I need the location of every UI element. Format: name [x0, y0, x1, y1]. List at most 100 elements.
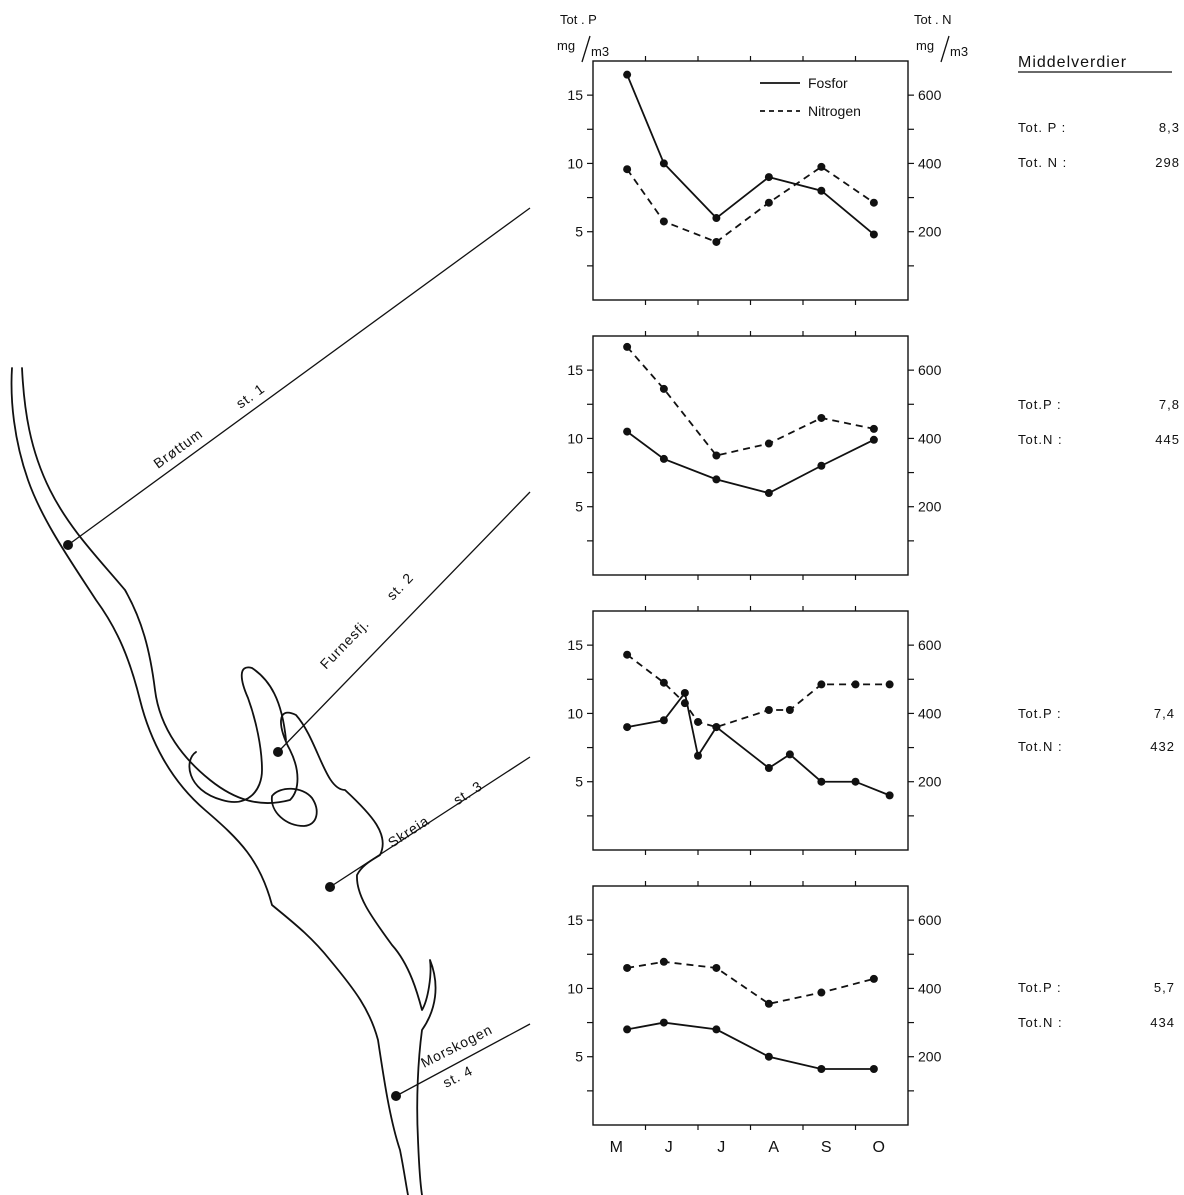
chart-panel-st4: 5 10 15 200 400 600 M J J A S O — [567, 881, 942, 1156]
month-label: S — [821, 1139, 832, 1156]
mean-n-value-st4: 434 — [1150, 1015, 1175, 1030]
fosfor-point — [659, 159, 668, 168]
right-tick-label: 400 — [918, 980, 942, 996]
mean-p-value-st4: 5,7 — [1154, 980, 1175, 995]
left-axis-unit-slash — [581, 35, 591, 63]
station-dot-st3 — [325, 882, 335, 892]
station-dot-st2 — [273, 747, 283, 757]
month-label: M — [610, 1139, 623, 1156]
station-name-st3: Skreia — [385, 812, 432, 850]
right-tick-label: 600 — [918, 912, 942, 928]
fosfor-point — [694, 751, 702, 760]
fosfor-point — [623, 70, 632, 79]
right-tick-label: 400 — [918, 155, 942, 171]
fosfor-point — [851, 777, 860, 786]
left-tick-label: 5 — [575, 774, 583, 790]
lake-east-shore — [21, 367, 437, 1195]
mean-n-label-st4: Tot.N : — [1018, 1015, 1063, 1030]
station-code-st3: st. 3 — [450, 777, 485, 808]
right-tick-label: 200 — [918, 499, 942, 515]
fosfor-point — [764, 764, 773, 773]
nitrogen-series-line — [626, 960, 875, 1005]
station-dot-st1 — [63, 540, 73, 550]
fosfor-point — [817, 1065, 826, 1074]
nitrogen-point — [764, 439, 773, 448]
nitrogen-point — [817, 988, 826, 997]
right-tick-label: 200 — [918, 774, 942, 790]
station-code-st1: st. 1 — [233, 380, 268, 411]
leader-line-st1 — [67, 207, 531, 546]
nitrogen-point — [785, 706, 794, 715]
fosfor-series-line — [626, 1021, 874, 1070]
chart-panels: 5 10 15 200 400 600 5 10 15 200 400 600 5 10 15 200 400 6… — [567, 56, 942, 1156]
leader-line-st4 — [395, 1023, 531, 1097]
right-axis-unit-slash — [940, 35, 950, 63]
right-axis-title: Tot . N — [914, 12, 952, 27]
left-tick-label: 10 — [567, 430, 583, 446]
left-tick-label: 5 — [575, 1049, 583, 1065]
fosfor-series-line — [626, 430, 875, 495]
fosfor-point — [659, 454, 668, 463]
nitrogen-series-line — [626, 346, 875, 457]
left-axis-unit-den: m3 — [591, 44, 609, 59]
fosfor-point — [817, 186, 826, 195]
leader-line-st3 — [329, 756, 531, 888]
left-tick-label: 5 — [575, 224, 583, 240]
station-code-st4: st. 4 — [440, 1062, 475, 1091]
mean-n-value-st1: 298 — [1155, 155, 1180, 170]
right-tick-label: 200 — [918, 1049, 942, 1065]
nitrogen-point — [623, 165, 632, 174]
right-axis-header: Tot . N mg m3 — [914, 12, 968, 63]
mean-n-label-st3: Tot.N : — [1018, 739, 1063, 754]
furnesfj-bay — [188, 666, 287, 803]
fosfor-point — [623, 427, 632, 436]
mean-n-value-st2: 445 — [1155, 432, 1180, 447]
leader-line-st2 — [277, 491, 531, 753]
nitrogen-point — [659, 384, 668, 393]
fosfor-point — [764, 489, 773, 498]
nitrogen-point — [817, 162, 826, 171]
mean-p-value-st1: 8,3 — [1159, 120, 1180, 135]
nitrogen-point — [712, 237, 721, 246]
chart-frame — [592, 885, 909, 1126]
fosfor-point — [764, 1052, 773, 1061]
left-tick-label: 10 — [567, 155, 583, 171]
fosfor-point — [817, 777, 826, 786]
nitrogen-point — [869, 974, 878, 983]
fosfor-point — [680, 688, 689, 697]
mean-n-label-st1: Tot. N : — [1018, 155, 1067, 170]
chart-panel-st2: 5 10 15 200 400 600 — [567, 331, 942, 580]
fosfor-point — [659, 1018, 668, 1027]
right-tick-label: 600 — [918, 637, 942, 653]
left-tick-label: 15 — [567, 87, 583, 103]
right-tick-label: 200 — [918, 224, 942, 240]
chart-panel-st1: 5 10 15 200 400 600 — [567, 56, 942, 305]
month-label: O — [873, 1139, 885, 1156]
month-label: A — [768, 1139, 779, 1156]
month-label: J — [665, 1139, 673, 1156]
fosfor-point — [712, 214, 721, 223]
left-tick-label: 15 — [567, 362, 583, 378]
month-label: J — [717, 1139, 725, 1156]
left-tick-label: 10 — [567, 705, 583, 721]
fosfor-point — [623, 723, 632, 732]
fosfor-series-line — [626, 690, 890, 797]
chart-frame — [592, 335, 909, 576]
fosfor-point — [659, 716, 668, 725]
nitrogen-point — [885, 680, 894, 689]
left-tick-label: 5 — [575, 499, 583, 515]
legend-fosfor-label: Fosfor — [808, 75, 848, 91]
right-tick-label: 600 — [918, 362, 942, 378]
chart-frame — [592, 610, 909, 851]
nitrogen-point — [680, 699, 689, 708]
right-tick-label: 600 — [918, 87, 942, 103]
fosfor-point — [885, 791, 894, 800]
nitrogen-point — [764, 706, 773, 715]
nitrogen-point — [712, 723, 721, 732]
nitrogen-point — [659, 678, 668, 687]
island — [271, 787, 318, 827]
left-tick-label: 10 — [567, 980, 583, 996]
left-axis-title: Tot . P — [560, 12, 597, 27]
nitrogen-point — [623, 963, 632, 972]
mean-p-label-st4: Tot.P : — [1018, 980, 1062, 995]
